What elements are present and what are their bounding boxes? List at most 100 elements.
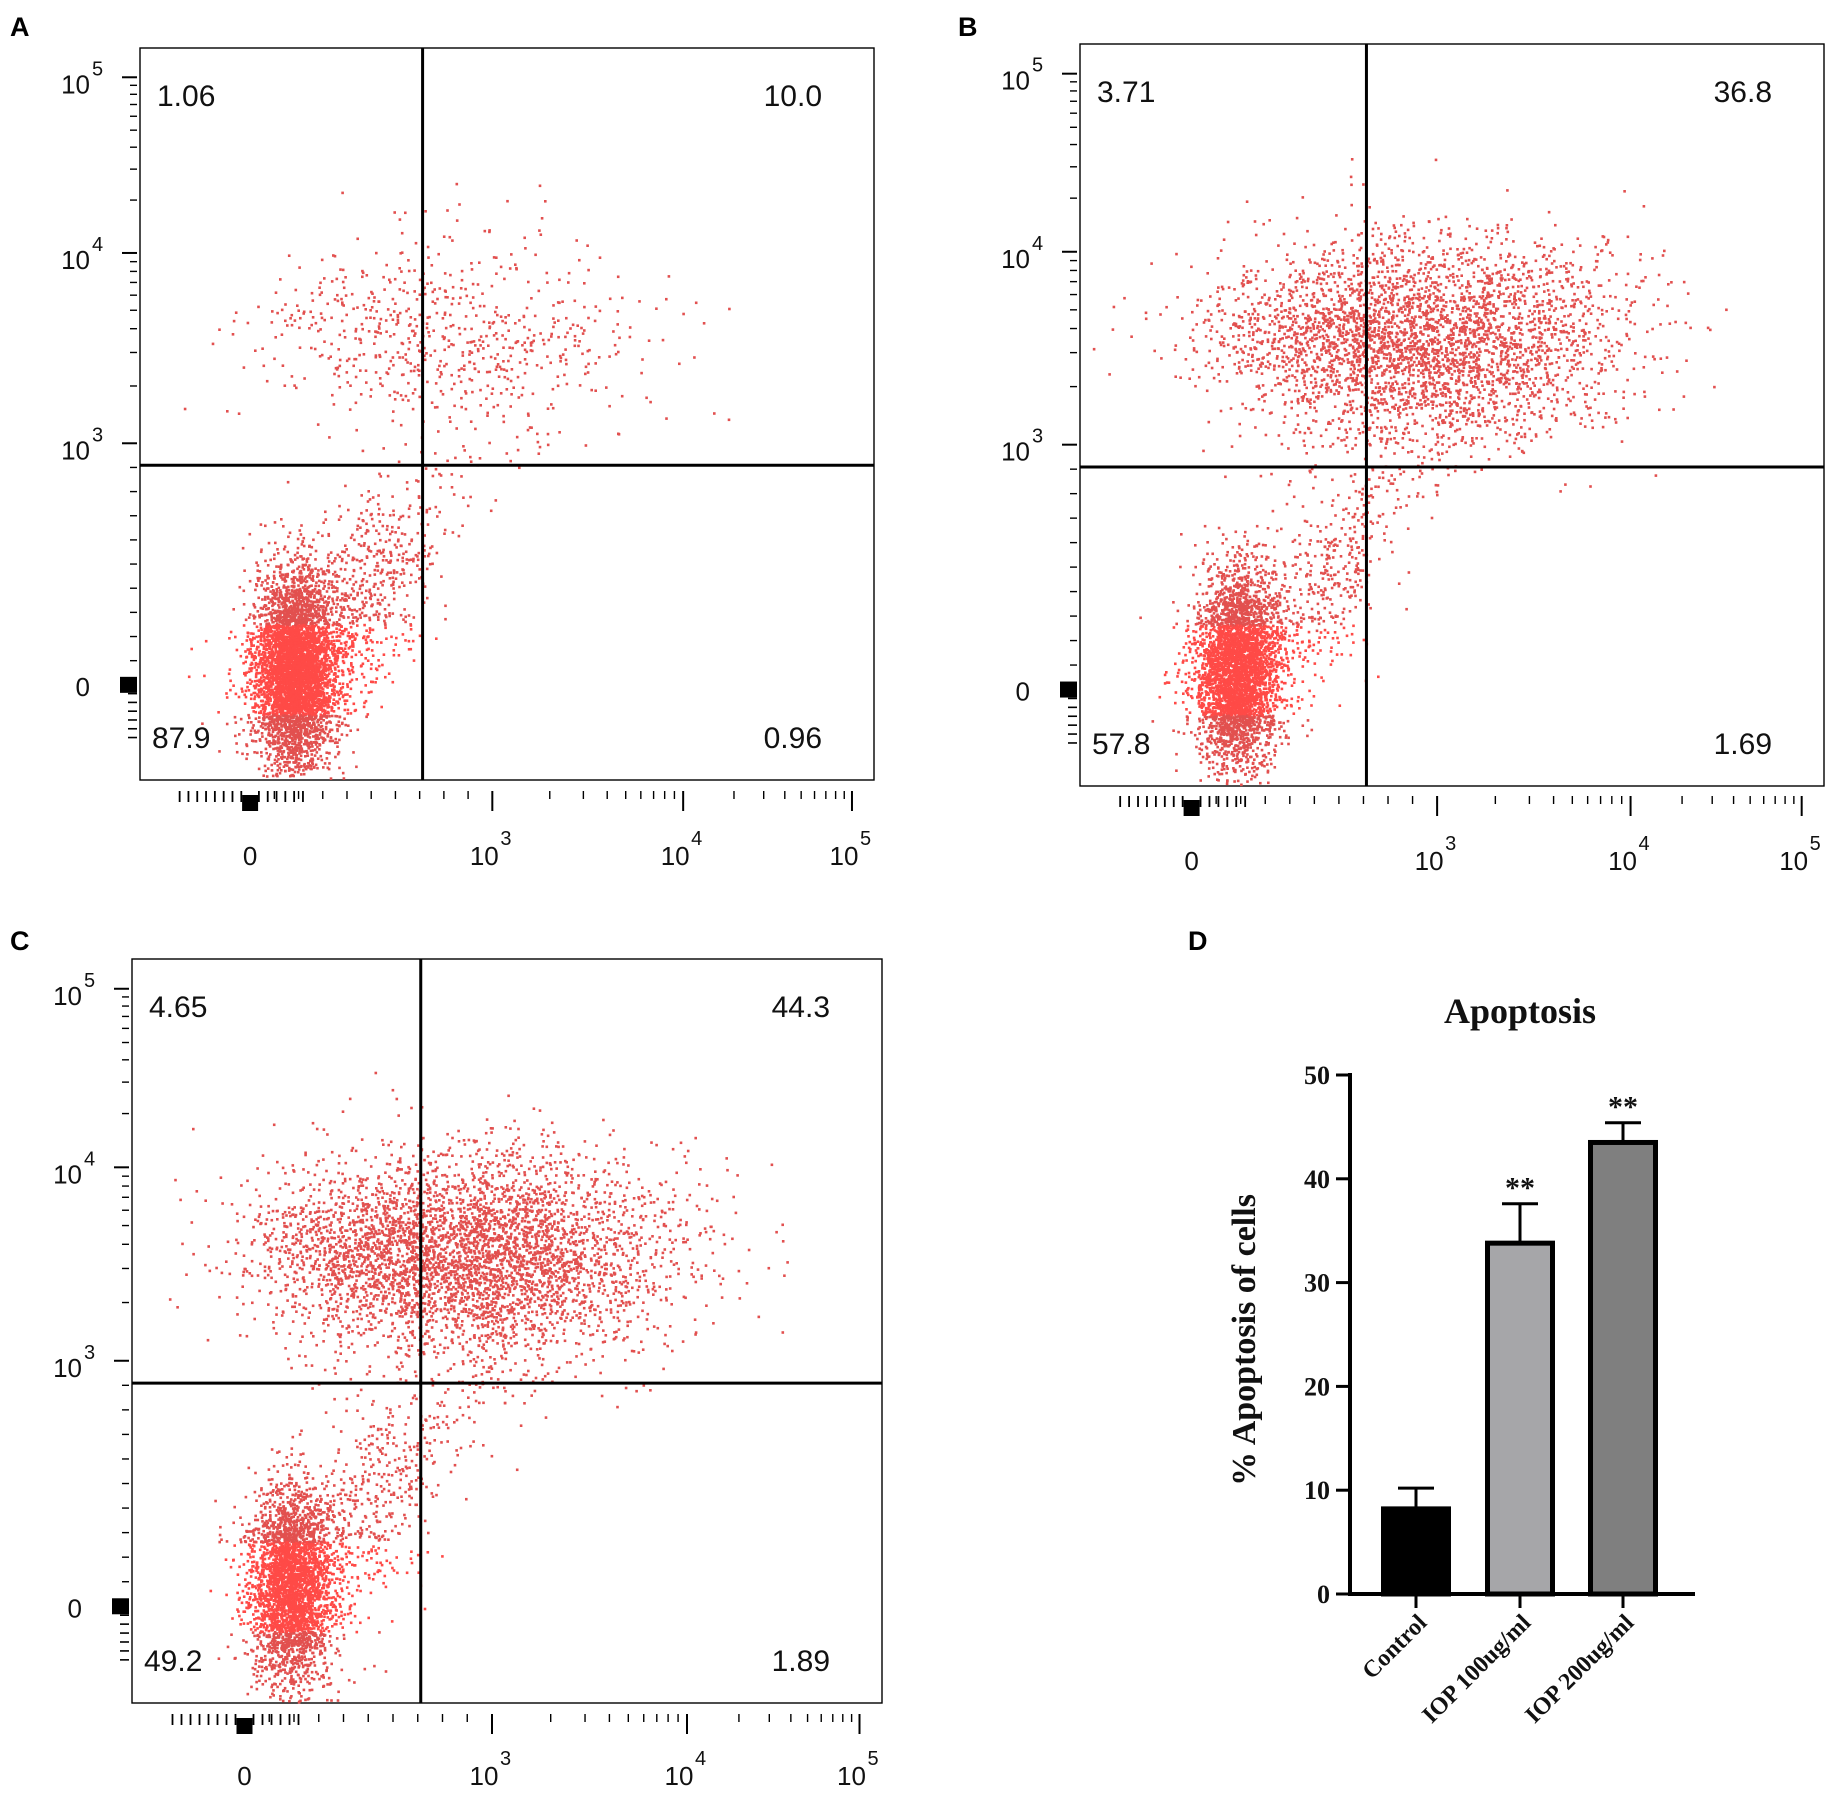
event-dot [266,675,269,678]
event-dot [324,677,328,681]
event-dot [292,577,295,581]
event-dot [319,725,323,729]
event-dot [346,605,350,608]
event-dot [309,600,313,603]
event-dot [269,634,273,637]
event-dot [338,555,342,559]
event-dot [300,673,304,676]
event-dot [277,625,281,628]
event-dot [264,604,268,607]
event-dot [323,681,327,685]
event-dot [284,707,287,711]
event-dot [296,730,300,733]
event-dot [291,649,294,652]
event-dot [315,751,319,754]
event-dot [333,689,336,692]
event-dot [298,752,301,755]
event-dot [277,726,281,730]
event-dot [315,647,319,650]
event-dot [275,703,279,707]
event-dot [274,609,277,613]
event-dot [309,664,312,668]
event-dot [254,702,257,705]
event-dot [422,601,426,604]
event-dot [324,638,328,641]
event-dot [310,659,314,662]
event-dot [259,699,263,703]
event-dot [252,684,256,688]
event-dot [359,584,362,588]
event-dot [260,669,264,672]
event-dot [349,625,353,629]
event-dot [377,513,380,516]
event-dot [337,706,340,710]
event-dot [280,756,283,759]
event-dot [292,591,296,594]
event-dot [279,613,282,616]
event-dot [343,647,347,650]
event-dot [299,623,303,627]
event-dot [280,689,284,693]
event-dot [253,606,257,609]
event-dot [324,606,328,610]
event-dot [301,586,305,589]
event-dot [289,558,292,561]
event-dot [282,584,286,587]
event-dot [267,758,271,761]
event-dot [286,715,289,718]
event-dot [388,612,391,615]
event-dot [278,671,282,674]
event-dot [238,733,241,736]
event-dot [237,695,241,699]
event-dot [313,649,317,652]
event-dot [336,741,339,744]
event-dot [324,616,327,620]
event-dot [261,722,264,725]
event-dot [299,635,302,638]
event-dot [251,706,254,709]
event-dot [276,663,279,666]
event-dot [304,596,308,599]
event-dot [305,632,308,636]
event-dot [275,624,278,627]
event-dot [335,649,339,653]
event-dot [327,639,331,643]
event-dot [325,675,329,678]
event-dot [310,636,313,639]
event-dot [310,757,313,761]
event-dot [372,613,376,617]
event-dot [322,656,326,659]
event-dot [229,688,232,692]
event-dot [302,769,305,772]
event-dot [268,715,272,719]
event-dot [392,649,396,652]
event-dot [291,730,295,734]
event-dot [333,685,336,688]
event-dot [299,589,303,593]
event-dot [279,649,283,652]
event-dot [327,532,330,536]
event-dot [289,699,293,703]
event-dot [281,645,285,648]
event-dot [324,612,327,616]
event-dot [324,699,328,702]
event-dot [279,709,282,713]
event-dot [295,603,298,607]
event-dot [278,640,281,644]
event-dot [300,620,303,624]
event-dot [284,635,287,639]
event-dot [304,615,308,619]
event-dot [272,620,275,624]
event-dot [270,726,274,729]
event-dot [290,670,294,674]
event-dot [243,672,246,676]
event-dot [266,702,269,705]
event-dot [391,612,395,615]
event-dot [328,656,331,659]
event-dot [254,685,258,688]
event-dot [278,617,282,621]
event-dot [314,664,317,667]
event-dot [407,648,411,651]
event-dot [326,733,330,736]
event-dot [315,707,319,711]
